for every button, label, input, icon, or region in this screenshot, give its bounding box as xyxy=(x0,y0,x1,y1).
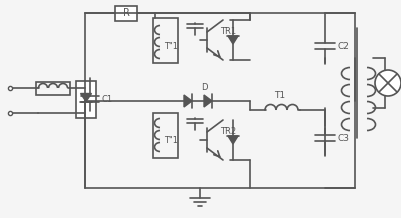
Bar xyxy=(36,82,70,95)
Polygon shape xyxy=(184,95,192,107)
Bar xyxy=(153,18,178,63)
Text: TR2: TR2 xyxy=(220,126,236,136)
Text: T"1: T"1 xyxy=(164,41,178,51)
Text: C1: C1 xyxy=(102,94,113,104)
Text: D: D xyxy=(201,83,207,92)
Text: R: R xyxy=(123,8,130,18)
Bar xyxy=(76,81,96,118)
Text: T"1: T"1 xyxy=(164,136,178,145)
Text: C3: C3 xyxy=(338,133,350,143)
Text: C2: C2 xyxy=(338,41,350,51)
Polygon shape xyxy=(228,136,238,144)
Bar xyxy=(153,113,178,158)
Text: T1: T1 xyxy=(274,91,286,100)
Polygon shape xyxy=(81,94,91,102)
Circle shape xyxy=(375,70,401,96)
Polygon shape xyxy=(204,95,212,107)
Text: TR1: TR1 xyxy=(220,27,236,36)
Bar xyxy=(115,6,137,21)
Polygon shape xyxy=(228,36,238,44)
